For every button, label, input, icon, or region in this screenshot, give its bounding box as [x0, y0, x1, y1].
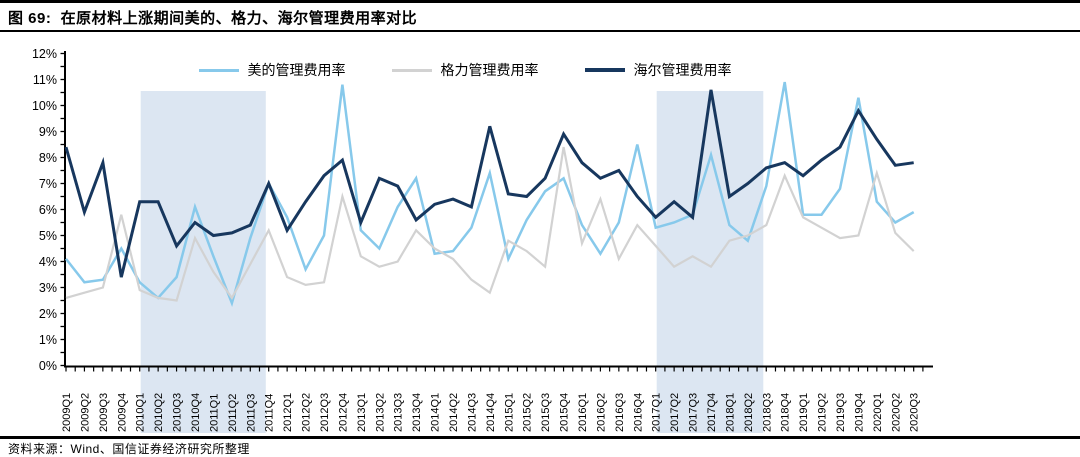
y-tick-label: 1% [39, 333, 57, 347]
x-tick-label: 2012Q3 [319, 393, 331, 432]
y-tick-label: 8% [39, 151, 57, 165]
highlight-band-1 [140, 91, 266, 433]
x-tick-label: 2011Q3 [245, 394, 257, 432]
x-tick-label: 2017Q4 [706, 393, 718, 432]
x-tick-label: 2014Q4 [485, 393, 497, 432]
x-tick-label: 2012Q2 [301, 393, 313, 432]
x-tick-label: 2018Q4 [780, 393, 792, 432]
y-tick-label: 0% [39, 359, 57, 373]
x-tick-label: 2009Q3 [98, 393, 110, 432]
x-tick-label: 2019Q1 [798, 393, 810, 432]
x-tick-label: 2010Q2 [153, 393, 165, 432]
y-axis: 0% 1% 2% 3% 4% 5% 6% 7% 8% 9% 10% 11% 12% [32, 47, 65, 373]
x-tick-label: 2016Q3 [614, 393, 626, 432]
x-tick-label: 2014Q1 [430, 393, 442, 432]
legend-label: 美的管理费用率 [247, 62, 346, 78]
x-tick-label: 2020Q2 [890, 393, 902, 432]
x-axis-labels: 2009Q1 2009Q2 2009Q3 2009Q4 2010Q1 2010Q2 2010… [61, 393, 921, 432]
x-tick-label: 2017Q1 [651, 393, 663, 432]
x-tick-label: 2019Q4 [853, 393, 865, 432]
x-tick-label: 2012Q4 [337, 393, 349, 432]
x-tick-label: 2010Q1 [135, 393, 147, 432]
y-tick-label: 9% [39, 125, 57, 139]
x-tick-label: 2015Q4 [559, 393, 571, 432]
x-tick-label: 2015Q1 [503, 393, 515, 432]
x-tick-label: 2017Q2 [669, 393, 681, 432]
x-tick-label: 2014Q3 [466, 393, 478, 432]
y-tick-label: 3% [39, 281, 57, 295]
x-tick-label: 2013Q4 [411, 393, 423, 432]
y-tick-label: 12% [32, 47, 57, 61]
x-tick-label: 2014Q2 [448, 393, 460, 432]
x-tick-label: 2009Q2 [79, 393, 91, 432]
legend-label: 格力管理费用率 [440, 62, 539, 78]
chart-legend: 美的管理费用率 格力管理费用率 海尔管理费用率 [0, 58, 930, 82]
x-tick-label: 2018Q2 [743, 393, 755, 432]
title-separator-rule [0, 30, 1080, 32]
x-tick-label: 2016Q2 [595, 393, 607, 432]
midea-line [65, 81, 915, 307]
x-tick-label: 2016Q1 [577, 393, 589, 432]
figure-title: 图 69: 在原材料上涨期间美的、格力、海尔管理费用率对比 [8, 10, 418, 27]
top-border-rule [0, 0, 1080, 3]
x-tick-label: 2017Q3 [688, 393, 700, 432]
x-tick-label: 2016Q4 [632, 393, 644, 432]
x-tick-label: 2015Q3 [540, 393, 552, 432]
source-attribution: 资料来源：Wind、国信证券经济研究所整理 [8, 442, 250, 456]
x-tick-label: 2018Q1 [724, 393, 736, 432]
y-tick-label: 11% [33, 73, 57, 87]
x-tick-label: 2010Q3 [172, 393, 184, 432]
y-tick-label: 7% [39, 177, 57, 191]
x-tick-label: 2020Q3 [909, 393, 921, 432]
x-tick-label: 2012Q1 [282, 393, 294, 432]
x-tick-label: 2015Q2 [522, 393, 534, 432]
y-tick-label: 5% [39, 229, 57, 243]
x-tick-label: 2019Q3 [835, 393, 847, 432]
gree-line [65, 146, 915, 302]
y-tick-label: 10% [32, 99, 57, 113]
y-tick-label: 4% [39, 255, 57, 269]
haier-line [64, 89, 914, 278]
x-tick-label: 2011Q4 [264, 394, 276, 432]
x-axis-ticks [65, 366, 924, 372]
x-tick-label: 2013Q2 [374, 393, 386, 432]
y-tick-label: 2% [39, 307, 57, 321]
x-tick-label: 2018Q3 [761, 393, 773, 432]
haier-legend-swatch [584, 68, 625, 72]
x-tick-label: 2009Q1 [61, 393, 73, 432]
x-tick-label: 2019Q2 [817, 393, 829, 432]
legend-item-midea: 美的管理费用率 [198, 60, 346, 80]
midea-legend-swatch [198, 68, 239, 72]
gree-legend-swatch [391, 68, 432, 72]
x-tick-label: 2011Q1 [208, 394, 220, 432]
x-tick-label: 2013Q1 [356, 393, 368, 432]
footer-separator-rule [0, 436, 1080, 439]
x-tick-label: 2013Q3 [393, 393, 405, 432]
x-tick-label: 2010Q4 [190, 393, 202, 432]
legend-label: 海尔管理费用率 [633, 62, 732, 78]
x-tick-label: 2011Q2 [227, 394, 239, 432]
legend-item-gree: 格力管理费用率 [391, 60, 539, 80]
x-tick-label: 2009Q4 [116, 393, 128, 432]
x-tick-label: 2020Q1 [872, 393, 884, 432]
legend-item-haier: 海尔管理费用率 [584, 60, 732, 80]
y-tick-label: 6% [39, 203, 57, 217]
highlight-band-2 [656, 91, 764, 433]
